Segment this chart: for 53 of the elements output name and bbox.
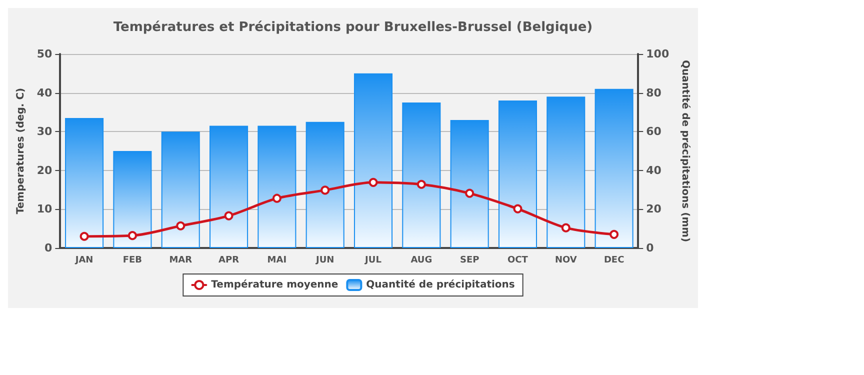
point [272,194,282,203]
y-tick-label: 40 [36,86,53,100]
chart-title: Températures et Précipitations pour Bruxelles-Brussel (Belgique) [113,20,593,35]
legend-label: Quantité de précipitations [366,280,515,290]
bar [306,122,344,248]
x-tick-label: NOV [554,256,577,266]
y-tick-label: 50 [36,48,53,60]
y2-tick-label: 40 [646,164,662,177]
x-tick-label: JUN [314,256,334,266]
point [176,221,186,230]
y-tick-label: 10 [36,202,53,216]
bar [594,88,634,248]
y-tick-label: 20 [36,164,53,177]
point [561,223,570,232]
x-tick-label: JAN [74,256,94,266]
point [368,178,378,187]
y2-tick-label: 80 [646,86,662,100]
y-tick-label: 0 [44,242,53,254]
y2-axis-title: Quantité de précipitations (mm) [680,60,690,242]
legend-label: Température moyenne [211,280,338,290]
bar [402,102,441,248]
y-tick-label: 30 [36,125,53,138]
x-tick-label: DEC [604,256,625,266]
x-tick-label: OCT [508,256,529,266]
point [320,186,330,195]
bar [258,126,296,248]
y-axis-title: Temperatures (deg. C) [16,88,26,214]
x-tick-label: SEP [460,256,480,266]
bar [498,100,537,248]
point [80,232,89,241]
x-tick-label: FEB [122,256,142,266]
bar [546,96,586,248]
y2-tick-label: 100 [646,48,670,60]
bar [161,132,200,248]
y2-tick-label: 60 [646,125,662,138]
x-tick-label: AUG [410,256,432,266]
point [465,188,474,198]
point [610,230,619,239]
point [513,204,522,214]
point [224,211,234,220]
bar [354,73,393,248]
y2-tick-label: 20 [646,202,662,216]
bar [65,118,104,248]
x-tick-label: MAR [169,256,192,266]
bar [210,126,248,248]
x-tick-label: MAI [267,256,287,266]
bar [113,151,152,248]
y2-tick-label: 0 [646,242,654,254]
bar [450,120,489,248]
point [416,180,426,189]
point [128,231,137,240]
x-tick-label: APR [218,256,240,266]
x-tick-label: JUL [364,256,382,266]
